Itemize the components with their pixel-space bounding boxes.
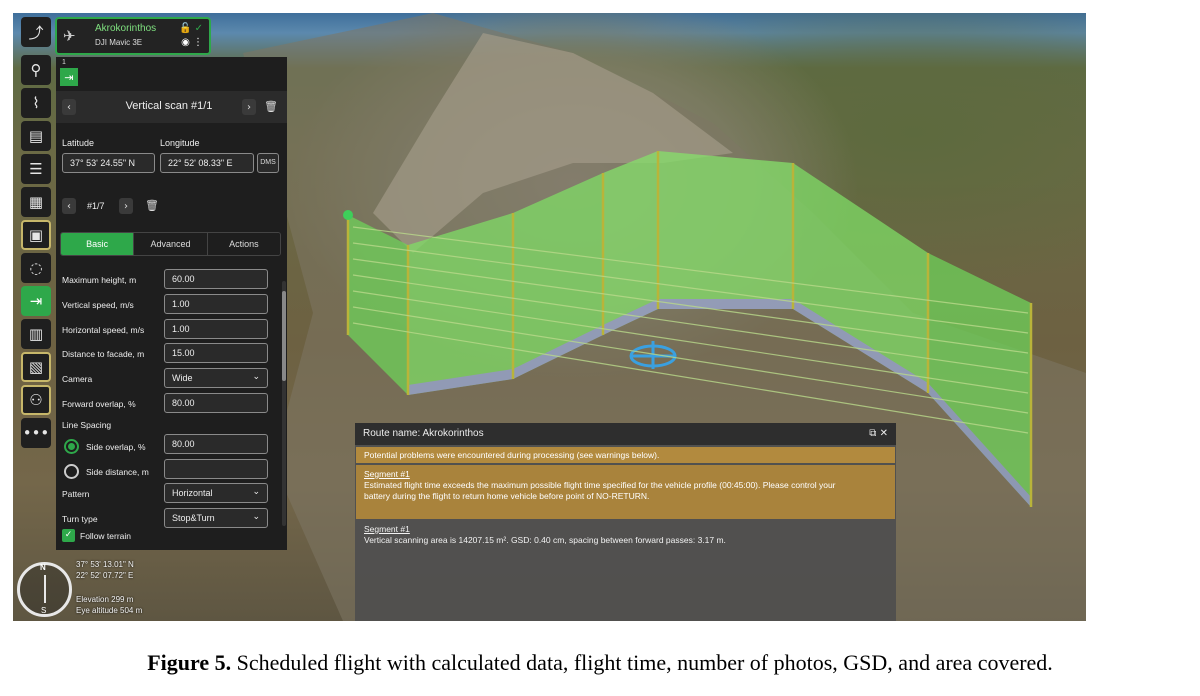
photo-plan-icon[interactable]: ▤	[21, 121, 51, 151]
side-overlap-radio[interactable]	[64, 439, 79, 454]
longitude-input[interactable]: 22° 52' 08.33" E	[160, 153, 254, 173]
waypoint-number: 1	[62, 59, 66, 66]
map-viewport[interactable]: ⤴ ⚲ ⌇ ▤ ☰ ▦ ▣ ◌ ⇥ ▥ ▧ ⚇ ••• ✈ Akrokorint…	[13, 13, 1086, 621]
cluster-icon[interactable]: ⚇	[21, 385, 51, 415]
distance-facade-input[interactable]: 15.00	[164, 343, 268, 363]
side-distance-input[interactable]	[164, 459, 268, 479]
pattern-value: Horizontal	[172, 488, 213, 498]
scan-title: Vertical scan #1/1	[125, 100, 213, 112]
vertical-scan-waypoint-icon[interactable]: ⇥	[60, 68, 78, 86]
follow-terrain-label: Follow terrain	[80, 531, 132, 541]
point-index: #1/7	[87, 201, 105, 211]
info-message: Segment #1 Vertical scanning area is 142…	[356, 521, 895, 551]
drone-icon: ✈	[63, 27, 76, 45]
turn-type-select[interactable]: Stop&Turn ⌄	[164, 508, 268, 528]
more-icon[interactable]: •••	[21, 418, 51, 448]
warning-text-1: Estimated flight time exceeds the maximu…	[364, 480, 836, 490]
polyline-icon[interactable]: ⌇	[21, 88, 51, 118]
vehicle-model: DJI Mavic 3E	[95, 38, 143, 47]
vehicle-name: Akrokorinthos	[95, 23, 157, 34]
list-icon[interactable]: ☰	[21, 154, 51, 184]
side-overlap-label: Side overlap, %	[86, 442, 146, 452]
area-scan-icon[interactable]: ▦	[21, 187, 51, 217]
turn-type-value: Stop&Turn	[172, 513, 215, 523]
horizontal-speed-label: Horizontal speed, m/s	[62, 325, 145, 335]
facade-icon[interactable]: ▣	[21, 220, 51, 250]
next-scan-icon[interactable]: ›	[242, 99, 256, 115]
scan-settings-panel: 1 ⇥ ‹ Vertical scan #1/1 › 🗑 Latitude Lo…	[56, 57, 287, 550]
line-spacing-label: Line Spacing	[62, 420, 112, 430]
map-status: 37° 53' 13.01" N 22° 52' 07.72" E Elevat…	[76, 559, 142, 616]
delete-point-icon[interactable]: 🗑	[145, 199, 159, 212]
tab-advanced[interactable]: Advanced	[134, 233, 208, 255]
follow-terrain-checkbox[interactable]: ✓	[62, 529, 75, 542]
tab-actions[interactable]: Actions	[207, 233, 280, 255]
close-icon[interactable]: ✕	[879, 428, 888, 439]
distance-facade-label: Distance to facade, m	[62, 349, 145, 359]
latitude-label: Latitude	[62, 138, 95, 148]
chevron-down-icon: ⌄	[252, 487, 260, 497]
route-dialog-header: Route name: Akrokorinthos ⧉ ✕	[355, 423, 896, 445]
camera-label: Camera	[62, 374, 93, 384]
pin-icon[interactable]: ⚲	[21, 55, 51, 85]
chevron-down-icon: ⌄	[252, 512, 260, 522]
pattern-label: Pattern	[62, 489, 90, 499]
forward-overlap-label: Forward overlap, %	[62, 399, 136, 409]
forward-overlap-input[interactable]: 80.00	[164, 393, 268, 413]
next-point-icon[interactable]: ›	[119, 198, 133, 214]
pattern-select[interactable]: Horizontal ⌄	[164, 483, 268, 503]
cylinder-icon[interactable]: ▧	[21, 352, 51, 382]
lock-icon[interactable]: 🔓	[178, 23, 192, 34]
side-distance-label: Side distance, m	[86, 467, 149, 477]
side-distance-radio[interactable]	[64, 464, 79, 479]
figure-caption: Figure 5. Scheduled flight with calculat…	[0, 650, 1200, 676]
tab-basic[interactable]: Basic	[61, 233, 135, 255]
prev-point-icon[interactable]: ‹	[62, 198, 76, 214]
info-text: Vertical scanning area is 14207.15 m². G…	[364, 535, 726, 545]
tool-sidebar: ⤴ ⚲ ⌇ ▤ ☰ ▦ ▣ ◌ ⇥ ▥ ▧ ⚇ •••	[19, 17, 53, 451]
menu-dots-icon[interactable]: ⋮	[193, 37, 203, 48]
side-overlap-input[interactable]: 80.00	[164, 434, 268, 454]
vertical-speed-input[interactable]: 1.00	[164, 294, 268, 314]
camera-value: Wide	[172, 373, 193, 383]
info-segment-link[interactable]: Segment #1	[364, 524, 410, 534]
route-add-icon[interactable]: ⤴	[21, 17, 51, 47]
warning-summary: Potential problems were encountered duri…	[356, 447, 895, 463]
compass-icon[interactable]: N S	[17, 562, 72, 617]
circle-icon[interactable]: ◌	[21, 253, 51, 283]
corridor-icon[interactable]: ▥	[21, 319, 51, 349]
settings-tabs: Basic Advanced Actions	[60, 232, 281, 256]
longitude-label: Longitude	[160, 138, 200, 148]
turn-type-label: Turn type	[62, 514, 98, 524]
caption-text: Scheduled flight with calculated data, f…	[231, 650, 1053, 675]
vehicle-card[interactable]: ✈ Akrokorinthos DJI Mavic 3E 🔓 ✓ ◉ ⋮	[55, 17, 211, 55]
route-dialog-title: Route name: Akrokorinthos	[363, 428, 484, 439]
caption-label: Figure 5.	[147, 650, 232, 675]
max-height-input[interactable]: 60.00	[164, 269, 268, 289]
warning-text-2: battery during the flight to return home…	[364, 491, 650, 501]
latitude-input[interactable]: 37° 53' 24.55" N	[62, 153, 155, 173]
status-lat: 37° 53' 13.01" N	[76, 560, 134, 569]
status-eye-altitude: Eye altitude 504 m	[76, 606, 143, 615]
warning-message: Segment #1 Estimated flight time exceeds…	[356, 465, 895, 519]
status-elevation: Elevation 299 m	[76, 595, 134, 604]
panel-scrollbar[interactable]	[282, 281, 286, 526]
warning-segment-link[interactable]: Segment #1	[364, 469, 410, 479]
scan-header: ‹ Vertical scan #1/1 › 🗑	[56, 91, 287, 123]
chevron-down-icon: ⌄	[252, 372, 260, 382]
horizontal-speed-input[interactable]: 1.00	[164, 319, 268, 339]
camera-select[interactable]: Wide ⌄	[164, 368, 268, 388]
vertical-scan-wall[interactable]	[13, 13, 1086, 621]
max-height-label: Maximum height, m	[62, 275, 137, 285]
vertical-scan-icon[interactable]: ⇥	[21, 286, 51, 316]
dms-toggle[interactable]: DMS	[257, 153, 279, 173]
vertical-speed-label: Vertical speed, m/s	[62, 300, 134, 310]
status-lon: 22° 52' 07.72" E	[76, 571, 134, 580]
route-dialog: Route name: Akrokorinthos ⧉ ✕ Potential …	[355, 423, 896, 621]
eye-icon[interactable]: ◉	[181, 37, 190, 48]
delete-scan-icon[interactable]: 🗑	[264, 100, 278, 113]
check-icon: ✓	[194, 23, 203, 34]
copy-icon[interactable]: ⧉	[869, 428, 877, 439]
prev-scan-icon[interactable]: ‹	[62, 99, 76, 115]
